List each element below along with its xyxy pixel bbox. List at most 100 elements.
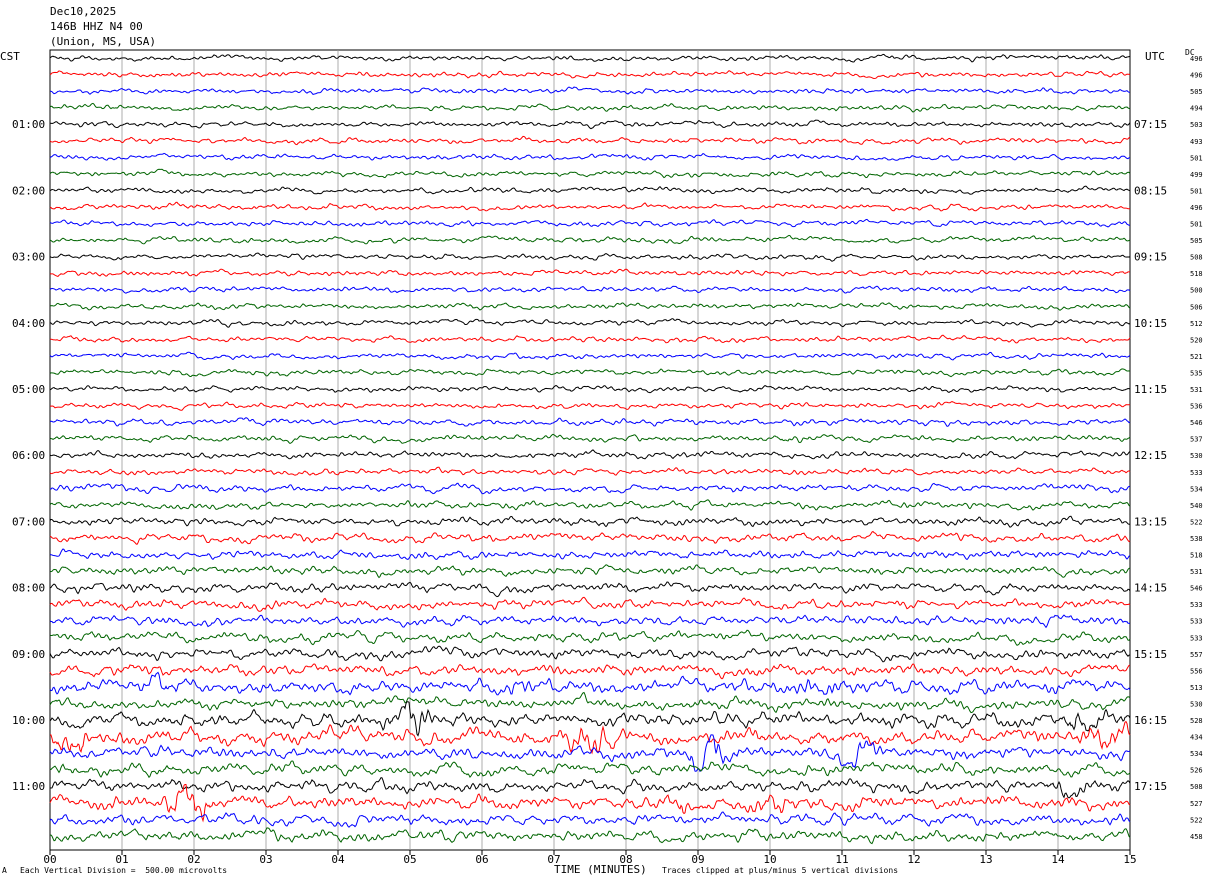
right-hour-label: 16:15 (1134, 714, 1167, 727)
dc-offset-value: 494 (1190, 105, 1203, 113)
x-tick-label: 14 (1051, 853, 1065, 866)
dc-offset-value: 503 (1190, 121, 1203, 129)
dc-offset-value: 518 (1190, 552, 1203, 560)
x-tick-label: 05 (403, 853, 416, 866)
dc-offset-value: 534 (1190, 750, 1203, 758)
seismic-trace (49, 234, 1131, 245)
dc-offset-value: 535 (1190, 369, 1203, 377)
seismic-trace (49, 760, 1131, 779)
right-hour-label: 12:15 (1134, 449, 1167, 462)
right-timezone-label: UTC (1145, 50, 1165, 63)
left-hour-label: 03:00 (12, 251, 45, 264)
dc-offset-value: 528 (1190, 717, 1203, 725)
left-hour-label: 09:00 (12, 648, 45, 661)
dc-offset-value: 501 (1190, 187, 1203, 195)
dc-offset-value: 533 (1190, 601, 1203, 609)
x-tick-label: 06 (475, 853, 488, 866)
x-tick-label: 00 (43, 853, 56, 866)
seismic-trace (49, 671, 1131, 696)
dc-offset-value: 506 (1190, 303, 1203, 311)
seismic-trace (49, 784, 1131, 823)
seismic-trace (49, 499, 1131, 511)
dc-offset-value: 536 (1190, 403, 1203, 411)
seismic-trace (49, 185, 1131, 195)
seismic-trace (49, 614, 1131, 629)
dc-offset-value: 500 (1190, 287, 1203, 295)
seismic-trace (49, 645, 1131, 663)
seismic-trace (50, 777, 1131, 799)
dc-offset-value: 508 (1190, 254, 1203, 262)
seismic-trace (49, 53, 1131, 63)
dc-offset-value: 496 (1190, 204, 1203, 212)
seismic-trace (49, 102, 1131, 113)
x-tick-label: 10 (763, 853, 776, 866)
dc-offset-value: 534 (1190, 485, 1203, 493)
left-hour-label: 02:00 (12, 184, 45, 197)
seismic-trace (49, 168, 1131, 179)
dc-offset-header: DC (1185, 48, 1195, 57)
dc-offset-value: 546 (1190, 585, 1203, 593)
seismic-trace (49, 548, 1131, 561)
dc-offset-value: 434 (1190, 734, 1203, 742)
seismic-trace (49, 515, 1130, 528)
seismic-trace (49, 70, 1131, 80)
dc-offset-value: 557 (1190, 651, 1203, 659)
x-tick-label: 15 (1123, 853, 1136, 866)
scale-note: Each Vertical Division = 500.00 microvol… (20, 866, 228, 875)
x-tick-label: 02 (187, 853, 200, 866)
right-hour-label: 08:15 (1134, 184, 1167, 197)
seismic-trace (49, 152, 1130, 161)
dc-offset-value: 556 (1190, 667, 1203, 675)
seismic-trace (49, 268, 1131, 277)
seismic-trace (50, 86, 1131, 95)
dc-offset-value: 546 (1190, 419, 1203, 427)
left-hour-label: 01:00 (12, 118, 45, 131)
seismic-trace (49, 530, 1131, 545)
x-tick-label: 13 (979, 853, 992, 866)
seismic-trace (49, 564, 1131, 579)
seismic-trace (49, 252, 1131, 262)
x-tick-label: 03 (259, 853, 272, 866)
right-hour-label: 13:15 (1134, 515, 1167, 528)
x-tick-label: 01 (115, 853, 128, 866)
dc-offset-value: 526 (1190, 767, 1203, 775)
dc-offset-value: 496 (1190, 72, 1203, 80)
dc-offset-value: 501 (1190, 154, 1203, 162)
seismic-trace (49, 581, 1131, 598)
seismic-trace (49, 691, 1131, 714)
right-hour-label: 11:15 (1134, 383, 1167, 396)
dc-offset-value: 496 (1190, 55, 1203, 63)
right-hour-label: 14:15 (1134, 582, 1167, 595)
left-hour-label: 07:00 (12, 515, 45, 528)
seismic-trace (50, 119, 1131, 130)
dc-offset-value: 501 (1190, 221, 1203, 229)
dc-offset-value: 522 (1190, 816, 1203, 824)
seismic-trace (49, 811, 1131, 828)
dc-offset-value: 513 (1190, 684, 1203, 692)
dc-offset-value: 530 (1190, 452, 1203, 460)
seismic-trace (49, 285, 1131, 294)
dc-offset-value: 538 (1190, 535, 1203, 543)
seismic-trace (49, 351, 1131, 361)
corner-mark: A (2, 866, 7, 875)
dc-offset-value: 512 (1190, 320, 1203, 328)
left-hour-label: 04:00 (12, 317, 45, 330)
plot-frame (49, 49, 1131, 851)
right-hour-label: 10:15 (1134, 317, 1167, 330)
x-tick-label: 11 (835, 853, 848, 866)
dc-offset-value: 527 (1190, 800, 1203, 808)
seismic-trace (49, 482, 1131, 495)
seismic-trace (50, 401, 1131, 411)
seismic-trace (49, 384, 1131, 394)
x-axis-title: TIME (MINUTES) (554, 863, 647, 876)
dc-offset-value: 508 (1190, 783, 1203, 791)
dc-offset-value: 533 (1190, 618, 1203, 626)
seismic-trace (49, 449, 1131, 460)
x-tick-label: 04 (331, 853, 345, 866)
seismic-trace (49, 334, 1131, 344)
dc-offset-value: 521 (1190, 353, 1203, 361)
left-hour-label: 05:00 (12, 383, 45, 396)
dc-offset-value: 533 (1190, 634, 1203, 642)
seismic-trace (49, 720, 1131, 755)
dc-offset-value: 505 (1190, 237, 1203, 245)
